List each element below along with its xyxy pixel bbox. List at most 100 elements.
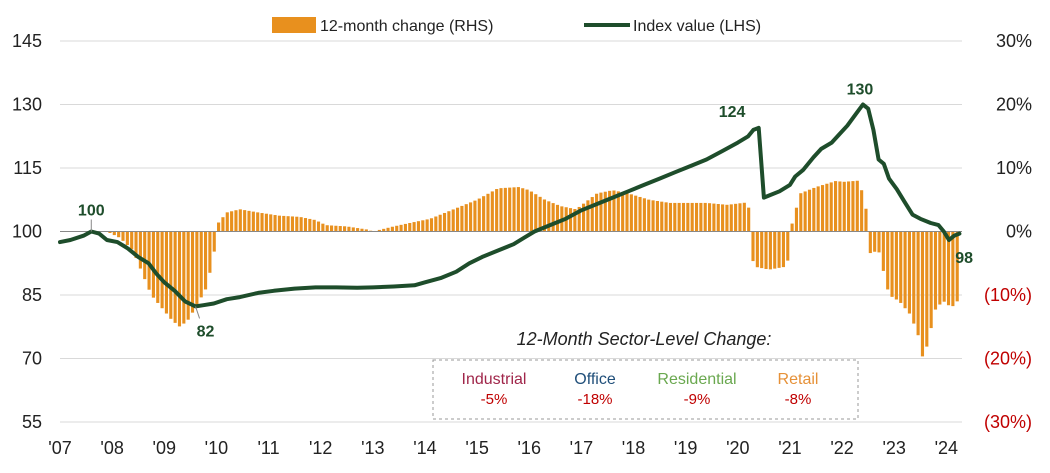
bar bbox=[616, 191, 620, 232]
right-tick-label: 20% bbox=[996, 95, 1032, 115]
sector-box-title: 12-Month Sector-Level Change: bbox=[517, 329, 772, 349]
annotation-label: 82 bbox=[197, 323, 215, 340]
bar bbox=[529, 191, 533, 232]
bar bbox=[351, 227, 355, 232]
bar bbox=[877, 231, 881, 253]
sector-name: Office bbox=[574, 371, 616, 388]
bar bbox=[521, 188, 525, 232]
bar bbox=[681, 202, 686, 232]
bar bbox=[117, 231, 121, 238]
bar bbox=[686, 202, 690, 232]
annotation-label: 130 bbox=[847, 82, 874, 99]
bar bbox=[777, 231, 781, 268]
x-tick-label: '09 bbox=[153, 438, 176, 458]
sector-name: Retail bbox=[778, 371, 819, 388]
index-value-line bbox=[58, 102, 962, 309]
bar bbox=[677, 202, 681, 232]
bar bbox=[151, 231, 155, 298]
bar bbox=[425, 219, 429, 232]
bar bbox=[912, 231, 916, 324]
bar bbox=[946, 231, 951, 306]
bar bbox=[860, 190, 864, 232]
x-tick-label: '22 bbox=[830, 438, 853, 458]
bar bbox=[230, 211, 234, 232]
bar bbox=[868, 231, 872, 254]
x-tick-label: '15 bbox=[465, 438, 488, 458]
bar bbox=[238, 209, 242, 232]
bar bbox=[577, 206, 581, 232]
x-axis-ticks: '07 '08 '09 '10 '11 '12 '13 '14 '15 '16 '17 '18 '19 '… bbox=[48, 438, 958, 458]
bar bbox=[364, 229, 368, 232]
bar bbox=[721, 204, 725, 232]
bar bbox=[299, 217, 303, 232]
bar bbox=[716, 203, 720, 232]
bar bbox=[334, 225, 338, 232]
bar bbox=[486, 193, 490, 232]
bar bbox=[886, 231, 890, 290]
right-axis-ticks: (30%) (20%) (10%) 0% 10% 20% 30% bbox=[984, 31, 1032, 432]
bar bbox=[873, 231, 877, 252]
bar bbox=[382, 228, 386, 232]
bar bbox=[429, 218, 434, 232]
sector-value: -8% bbox=[785, 391, 812, 408]
legend-bar-label: 12-month change (RHS) bbox=[320, 18, 493, 35]
bar bbox=[169, 231, 173, 319]
x-tick-label: '13 bbox=[361, 438, 384, 458]
bar bbox=[551, 203, 555, 232]
legend-bar-swatch bbox=[272, 17, 316, 33]
bar bbox=[217, 222, 221, 232]
bar bbox=[203, 231, 208, 290]
bar bbox=[621, 192, 625, 232]
bar bbox=[842, 181, 846, 232]
bar bbox=[820, 185, 825, 232]
bar bbox=[625, 193, 629, 232]
bar bbox=[608, 190, 612, 232]
bar bbox=[195, 231, 199, 306]
bar bbox=[747, 207, 751, 232]
bar bbox=[395, 225, 399, 232]
bar bbox=[790, 223, 794, 232]
bar bbox=[408, 222, 412, 232]
annotation-leader bbox=[195, 306, 201, 319]
bar bbox=[729, 204, 733, 232]
bar bbox=[503, 187, 507, 232]
bar bbox=[143, 231, 147, 280]
bar bbox=[816, 186, 820, 232]
bar bbox=[308, 218, 312, 232]
bar bbox=[651, 200, 655, 232]
bar bbox=[269, 214, 273, 232]
bar bbox=[403, 223, 407, 232]
bar bbox=[447, 211, 451, 232]
right-tick-label: 30% bbox=[996, 31, 1032, 51]
bar bbox=[451, 209, 455, 232]
bar bbox=[851, 181, 855, 232]
right-tick-label: (10%) bbox=[984, 285, 1032, 305]
bar bbox=[803, 191, 807, 232]
bar bbox=[343, 226, 347, 232]
sector-list: Industrial -5% Office -18% Residential -9% Ret… bbox=[462, 371, 819, 408]
bar bbox=[199, 231, 203, 298]
bar bbox=[177, 231, 182, 327]
bar bbox=[473, 200, 477, 232]
annotation-label: 124 bbox=[719, 104, 746, 121]
left-tick-label: 130 bbox=[12, 95, 42, 115]
bar bbox=[186, 231, 190, 320]
bar bbox=[286, 216, 290, 232]
bar bbox=[603, 191, 607, 232]
bar bbox=[112, 231, 116, 236]
bar bbox=[164, 231, 169, 314]
bar bbox=[742, 202, 746, 232]
bar bbox=[290, 216, 295, 232]
bar bbox=[664, 202, 668, 232]
bar bbox=[377, 229, 381, 232]
sector-value: -9% bbox=[684, 391, 711, 408]
bar bbox=[495, 189, 499, 232]
bar bbox=[338, 226, 342, 232]
bar bbox=[464, 204, 468, 232]
bar bbox=[212, 231, 216, 252]
bar bbox=[855, 180, 859, 232]
left-tick-label: 70 bbox=[22, 349, 42, 369]
bar bbox=[699, 202, 703, 232]
bar bbox=[786, 231, 790, 261]
bar-series bbox=[108, 180, 959, 357]
